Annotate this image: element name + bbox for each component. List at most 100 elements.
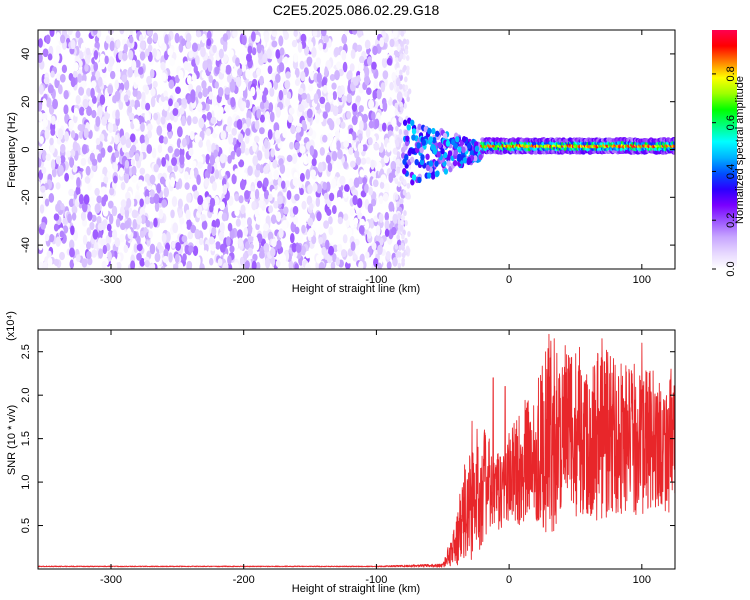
spectrogram-cell <box>162 255 169 264</box>
spectrogram-cell <box>367 56 373 66</box>
spectrogram-cell <box>236 118 243 130</box>
spectrogram-cell <box>99 94 106 106</box>
spectrogram-cell <box>209 154 215 166</box>
spectrogram-cell <box>193 190 200 200</box>
spectrogram-cell <box>195 85 202 94</box>
spectrogram-cell <box>168 252 173 263</box>
spectrogram-cell <box>368 99 375 110</box>
spectrogram-cell <box>235 248 241 259</box>
spectrogram-cell <box>445 140 451 147</box>
spectrogram-cell <box>50 128 56 136</box>
spectrogram-cell <box>406 95 410 102</box>
spectrogram-cell <box>185 40 192 50</box>
spectrogram-cell <box>228 49 234 58</box>
spectrogram-cell <box>264 148 270 160</box>
spectrogram-cell <box>394 178 399 185</box>
spectrogram-cell <box>267 129 273 140</box>
spectrogram-cell <box>175 86 181 95</box>
spectrogram-cell <box>272 159 278 169</box>
spectrogram-y-axis: -40 -20 0 20 40 <box>20 48 675 253</box>
spectrogram-cell <box>264 257 271 269</box>
spectrogram-cell <box>299 187 304 196</box>
spectrogram-cell <box>329 119 335 131</box>
spectrogram-cell <box>238 195 244 204</box>
spectrogram-cell <box>420 154 425 161</box>
spectrogram-cell <box>322 181 327 191</box>
spectrogram-cell <box>208 91 214 100</box>
spectrogram-cell <box>326 198 332 208</box>
spectrogram-cell <box>134 119 140 130</box>
spectrogram-cell <box>49 143 55 154</box>
spectrogram-cell <box>336 158 343 170</box>
colorbar-tick-label: 0.8 <box>725 66 737 81</box>
spectrogram-cell <box>305 141 312 151</box>
spectrogram-x-axis: -300 -200 -100 0 100 <box>100 30 651 286</box>
spectrogram-cell <box>391 117 397 128</box>
spectrogram-cell <box>256 68 261 77</box>
spectrogram-cell <box>126 228 132 236</box>
spectrogram-cell <box>335 117 341 126</box>
spectrogram-cell <box>201 33 207 44</box>
spectrogram-cell <box>263 223 270 232</box>
spectrogram-cell <box>152 48 158 58</box>
spectrogram-cell <box>97 153 103 163</box>
spectrogram-cell <box>335 130 340 140</box>
colorbar-label: Normalized spectral amplitude <box>734 76 746 224</box>
spectrogram-cell <box>264 111 270 120</box>
snr-ytick-label: 1.5 <box>20 431 32 446</box>
spectrogram-cell <box>384 219 390 231</box>
spectrogram-cell <box>289 141 294 150</box>
spectrogram-cell <box>73 62 79 72</box>
spectrogram-cell <box>112 175 118 184</box>
spectrogram-cell <box>225 64 232 75</box>
spectrogram-cell <box>115 109 120 120</box>
spectrogram-cell <box>405 39 410 46</box>
spectrogram-cell <box>198 237 204 246</box>
spectrogram-cell <box>411 128 417 135</box>
spectrogram-cell <box>195 30 202 38</box>
spectrogram-cell <box>421 139 427 146</box>
spectrogram-cell <box>107 251 112 262</box>
spectrogram-cell <box>44 128 50 140</box>
spectrogram-cell <box>137 66 144 75</box>
spectrogram-cell <box>241 172 248 180</box>
spectrogram-cell <box>351 103 358 112</box>
spectrogram-cell <box>254 168 260 178</box>
spectrogram-cell <box>119 30 125 35</box>
spectrogram-cell <box>241 101 247 110</box>
spectrogram-cell <box>387 124 394 133</box>
spectrogram-cell <box>258 127 265 135</box>
spectrogram-xtick-label: 0 <box>506 274 512 286</box>
spectrogram-cell <box>173 101 180 109</box>
spectrogram-cell <box>46 250 52 259</box>
spectrogram-cell <box>132 89 138 97</box>
spectrogram-cell <box>331 150 338 162</box>
spectrogram-cell <box>163 136 168 145</box>
spectrogram-cell <box>399 198 404 205</box>
spectrogram-cell <box>195 256 201 267</box>
spectrogram-cell <box>425 164 431 172</box>
spectrogram-cell <box>144 260 150 268</box>
spectrogram-cell <box>307 57 312 67</box>
spectrogram-cell <box>316 72 323 84</box>
spectrogram-cell <box>188 147 194 157</box>
spectrogram-cell <box>362 177 368 185</box>
spectrogram-cell <box>267 65 273 75</box>
spectrogram-cell <box>122 144 128 153</box>
spectrogram-cell <box>96 215 102 225</box>
spectrogram-cell <box>136 106 142 116</box>
spectrogram-cell <box>376 88 382 100</box>
spectrogram-cell <box>71 212 77 221</box>
spectrogram-cell <box>346 255 352 264</box>
spectrogram-cell <box>395 57 399 64</box>
spectrogram-cell <box>89 221 95 231</box>
spectrogram-cell <box>227 255 232 265</box>
spectrogram-cell <box>362 113 368 123</box>
spectrogram-cell <box>149 189 155 198</box>
spectrogram-cell <box>240 204 246 215</box>
spectrogram-cell <box>247 165 253 176</box>
spectrogram-cell <box>384 182 390 193</box>
spectrogram-cell <box>139 167 146 175</box>
spectrogram-cell <box>389 81 394 91</box>
spectrogram-cell <box>375 225 381 236</box>
